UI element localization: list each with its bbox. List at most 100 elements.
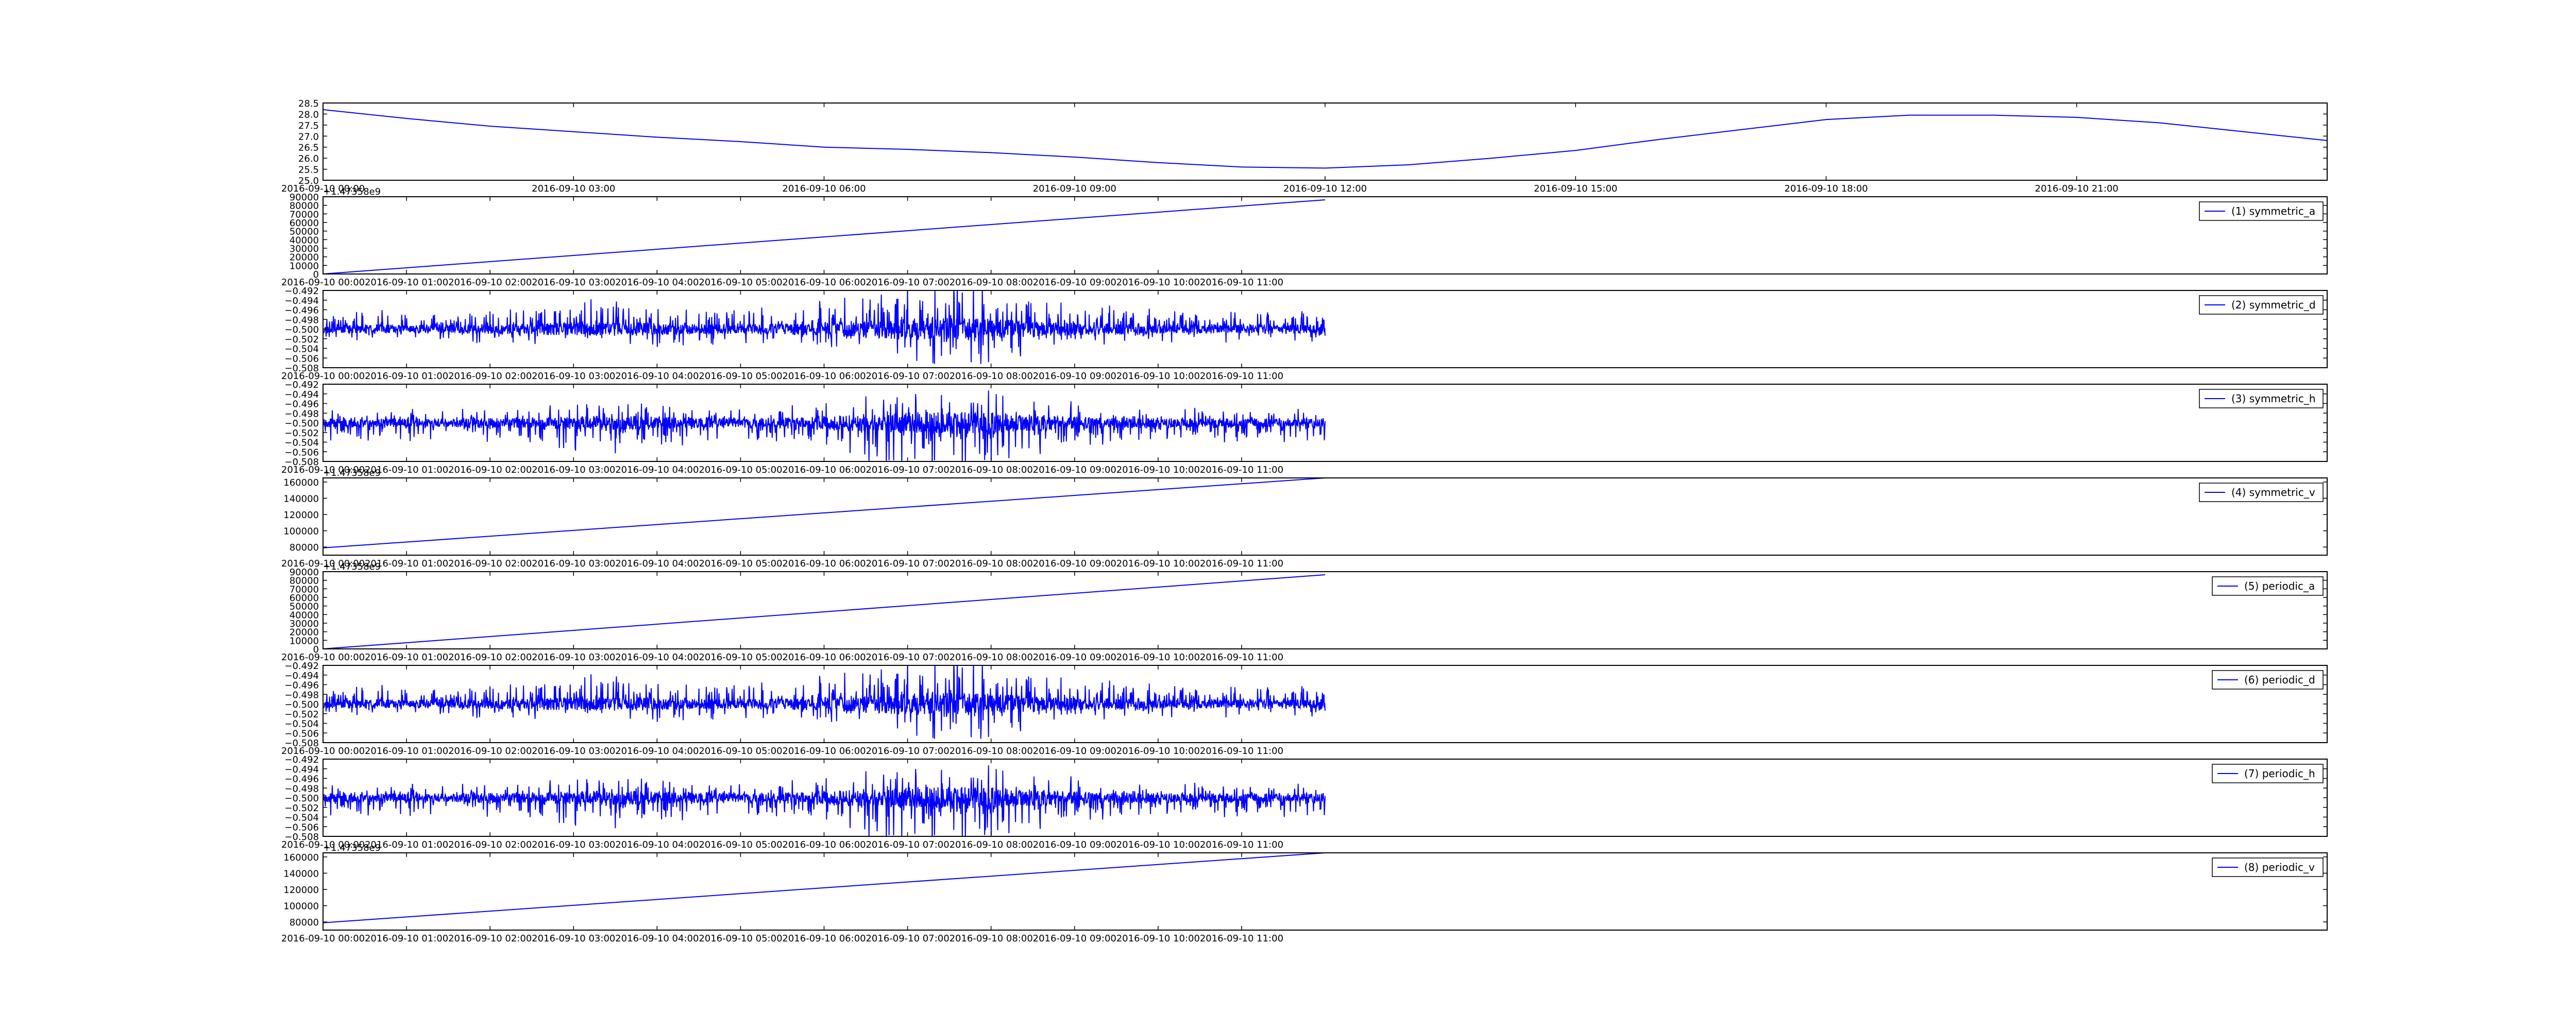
x-tick-label: 2016-09-10 10:00 bbox=[1116, 371, 1200, 382]
x-tick-label: 2016-09-10 05:00 bbox=[699, 933, 782, 944]
y-tick-label: 50000 bbox=[290, 227, 319, 237]
y-tick-label: 10000 bbox=[290, 261, 319, 271]
y-tick-label: −0.498 bbox=[284, 315, 319, 325]
y-tick-label: −0.496 bbox=[284, 305, 319, 316]
x-tick-label: 2016-09-10 10:00 bbox=[1116, 558, 1200, 569]
subplot-2: 0100002000030000400005000060000700008000… bbox=[281, 186, 2328, 288]
x-tick-label: 2016-09-10 03:00 bbox=[532, 746, 615, 757]
x-tick-label: 2016-09-10 04:00 bbox=[615, 652, 699, 663]
x-tick-label: 2016-09-10 08:00 bbox=[950, 933, 1033, 944]
y-tick-label: 160000 bbox=[283, 852, 319, 863]
x-tick-label: 2016-09-10 03:00 bbox=[532, 652, 615, 663]
y-tick-label: 80000 bbox=[290, 917, 319, 928]
x-tick-label: 2016-09-10 09:00 bbox=[1033, 933, 1116, 944]
y-tick-label: −0.506 bbox=[284, 822, 319, 833]
y-tick-label: 140000 bbox=[283, 868, 319, 879]
legend-label: (5) periodic_a bbox=[2244, 580, 2315, 592]
y-tick-label: 80000 bbox=[290, 201, 319, 212]
y-tick-label: 50000 bbox=[290, 602, 319, 612]
x-tick-label: 2016-09-10 01:00 bbox=[365, 465, 448, 475]
y-tick-label: −0.496 bbox=[284, 399, 319, 410]
series-line-8-1 bbox=[323, 765, 1326, 836]
x-tick-label: 2016-09-10 04:00 bbox=[615, 839, 699, 850]
x-tick-label: 2016-09-10 08:00 bbox=[950, 465, 1033, 475]
x-tick-label: 2016-09-10 02:00 bbox=[448, 465, 532, 475]
x-tick-label: 2016-09-10 21:00 bbox=[2035, 183, 2119, 194]
y-tick-label: 80000 bbox=[290, 542, 319, 553]
y-tick-label: −0.492 bbox=[284, 380, 319, 390]
x-tick-label: 2016-09-10 02:00 bbox=[448, 277, 532, 288]
y-tick-label: −0.492 bbox=[284, 286, 319, 297]
axes-frame bbox=[323, 571, 2328, 649]
x-tick-label: 2016-09-10 07:00 bbox=[866, 746, 949, 757]
x-tick-label: 2016-09-10 09:00 bbox=[1033, 465, 1116, 475]
legend-label: (4) symmetric_v bbox=[2231, 486, 2315, 499]
x-tick-label: 2016-09-10 09:00 bbox=[1033, 558, 1116, 569]
y-tick-label: −0.496 bbox=[284, 774, 319, 785]
x-tick-label: 2016-09-10 06:00 bbox=[782, 558, 866, 569]
y-tick-label: 160000 bbox=[283, 477, 319, 488]
y-tick-label: 28.5 bbox=[298, 98, 319, 109]
y-tick-label: 100000 bbox=[283, 901, 319, 912]
x-tick-label: 2016-09-10 06:00 bbox=[782, 371, 866, 382]
x-tick-label: 2016-09-10 04:00 bbox=[615, 465, 699, 475]
offset-label: +1.47358e9 bbox=[323, 468, 381, 478]
x-tick-label: 2016-09-10 00:00 bbox=[281, 933, 365, 944]
x-tick-label: 2016-09-10 04:00 bbox=[615, 371, 699, 382]
x-tick-label: 2016-09-10 15:00 bbox=[1534, 183, 1617, 194]
y-tick-label: 0 bbox=[313, 644, 319, 655]
subplot-8: −0.508−0.506−0.504−0.502−0.500−0.498−0.4… bbox=[281, 754, 2328, 850]
y-tick-label: −0.498 bbox=[284, 408, 319, 419]
series-line-7-1 bbox=[323, 665, 1326, 739]
y-tick-label: −0.500 bbox=[284, 324, 319, 335]
x-tick-label: 2016-09-10 09:00 bbox=[1033, 746, 1116, 757]
x-tick-label: 2016-09-10 01:00 bbox=[365, 371, 448, 382]
y-tick-label: −0.508 bbox=[284, 363, 319, 374]
y-tick-label: −0.500 bbox=[284, 793, 319, 804]
y-tick-label: −0.504 bbox=[284, 438, 319, 449]
x-tick-label: 2016-09-10 01:00 bbox=[365, 933, 448, 944]
legend: (7) periodic_h bbox=[2212, 764, 2324, 783]
x-tick-label: 2016-09-10 11:00 bbox=[1200, 277, 1283, 288]
y-tick-label: −0.502 bbox=[284, 428, 319, 439]
y-tick-label: 27.0 bbox=[298, 131, 319, 142]
y-tick-label: 80000 bbox=[290, 576, 319, 587]
x-tick-label: 2016-09-10 10:00 bbox=[1116, 933, 1200, 944]
y-tick-label: 28.0 bbox=[298, 109, 319, 120]
x-tick-label: 2016-09-10 05:00 bbox=[699, 277, 782, 288]
x-tick-label: 2016-09-10 01:00 bbox=[365, 277, 448, 288]
x-tick-label: 2016-09-10 10:00 bbox=[1116, 746, 1200, 757]
x-tick-label: 2016-09-10 06:00 bbox=[782, 652, 866, 663]
y-tick-label: 27.5 bbox=[298, 121, 319, 131]
y-tick-label: 40000 bbox=[290, 610, 319, 621]
y-tick-label: −0.496 bbox=[284, 680, 319, 691]
y-tick-label: −0.502 bbox=[284, 709, 319, 720]
y-tick-label: −0.504 bbox=[284, 719, 319, 730]
x-tick-label: 2016-09-10 07:00 bbox=[866, 839, 949, 850]
axes-frame bbox=[323, 102, 2328, 181]
x-tick-label: 2016-09-10 10:00 bbox=[1116, 839, 1200, 850]
x-tick-label: 2016-09-10 11:00 bbox=[1200, 371, 1283, 382]
y-tick-label: 30000 bbox=[290, 619, 319, 629]
x-tick-label: 2016-09-10 03:00 bbox=[532, 277, 615, 288]
series-line-6-1 bbox=[323, 574, 1326, 649]
legend-label: (1) symmetric_a bbox=[2231, 205, 2315, 217]
y-tick-label: 70000 bbox=[290, 584, 319, 595]
y-tick-label: −0.506 bbox=[284, 447, 319, 458]
y-tick-label: −0.504 bbox=[284, 813, 319, 823]
x-tick-label: 2016-09-10 11:00 bbox=[1200, 839, 1283, 850]
x-tick-label: 2016-09-10 09:00 bbox=[1033, 183, 1116, 194]
x-tick-label: 2016-09-10 07:00 bbox=[866, 933, 949, 944]
y-tick-label: 60000 bbox=[290, 593, 319, 604]
legend-label: (8) periodic_v bbox=[2244, 861, 2315, 873]
subplot-5: 80000 100000 120000 140000 160000 2016-09-10 … bbox=[281, 468, 2328, 569]
x-tick-label: 2016-09-10 06:00 bbox=[782, 746, 866, 757]
x-tick-label: 2016-09-10 04:00 bbox=[615, 746, 699, 757]
x-tick-label: 2016-09-10 05:00 bbox=[699, 558, 782, 569]
y-tick-label: 30000 bbox=[290, 244, 319, 254]
series-line-2-1 bbox=[323, 199, 1326, 274]
x-tick-label: 2016-09-10 07:00 bbox=[866, 558, 949, 569]
x-tick-label: 2016-09-10 01:00 bbox=[365, 558, 448, 569]
legend: (8) periodic_v bbox=[2212, 857, 2324, 877]
x-tick-label: 2016-09-10 03:00 bbox=[532, 839, 615, 850]
